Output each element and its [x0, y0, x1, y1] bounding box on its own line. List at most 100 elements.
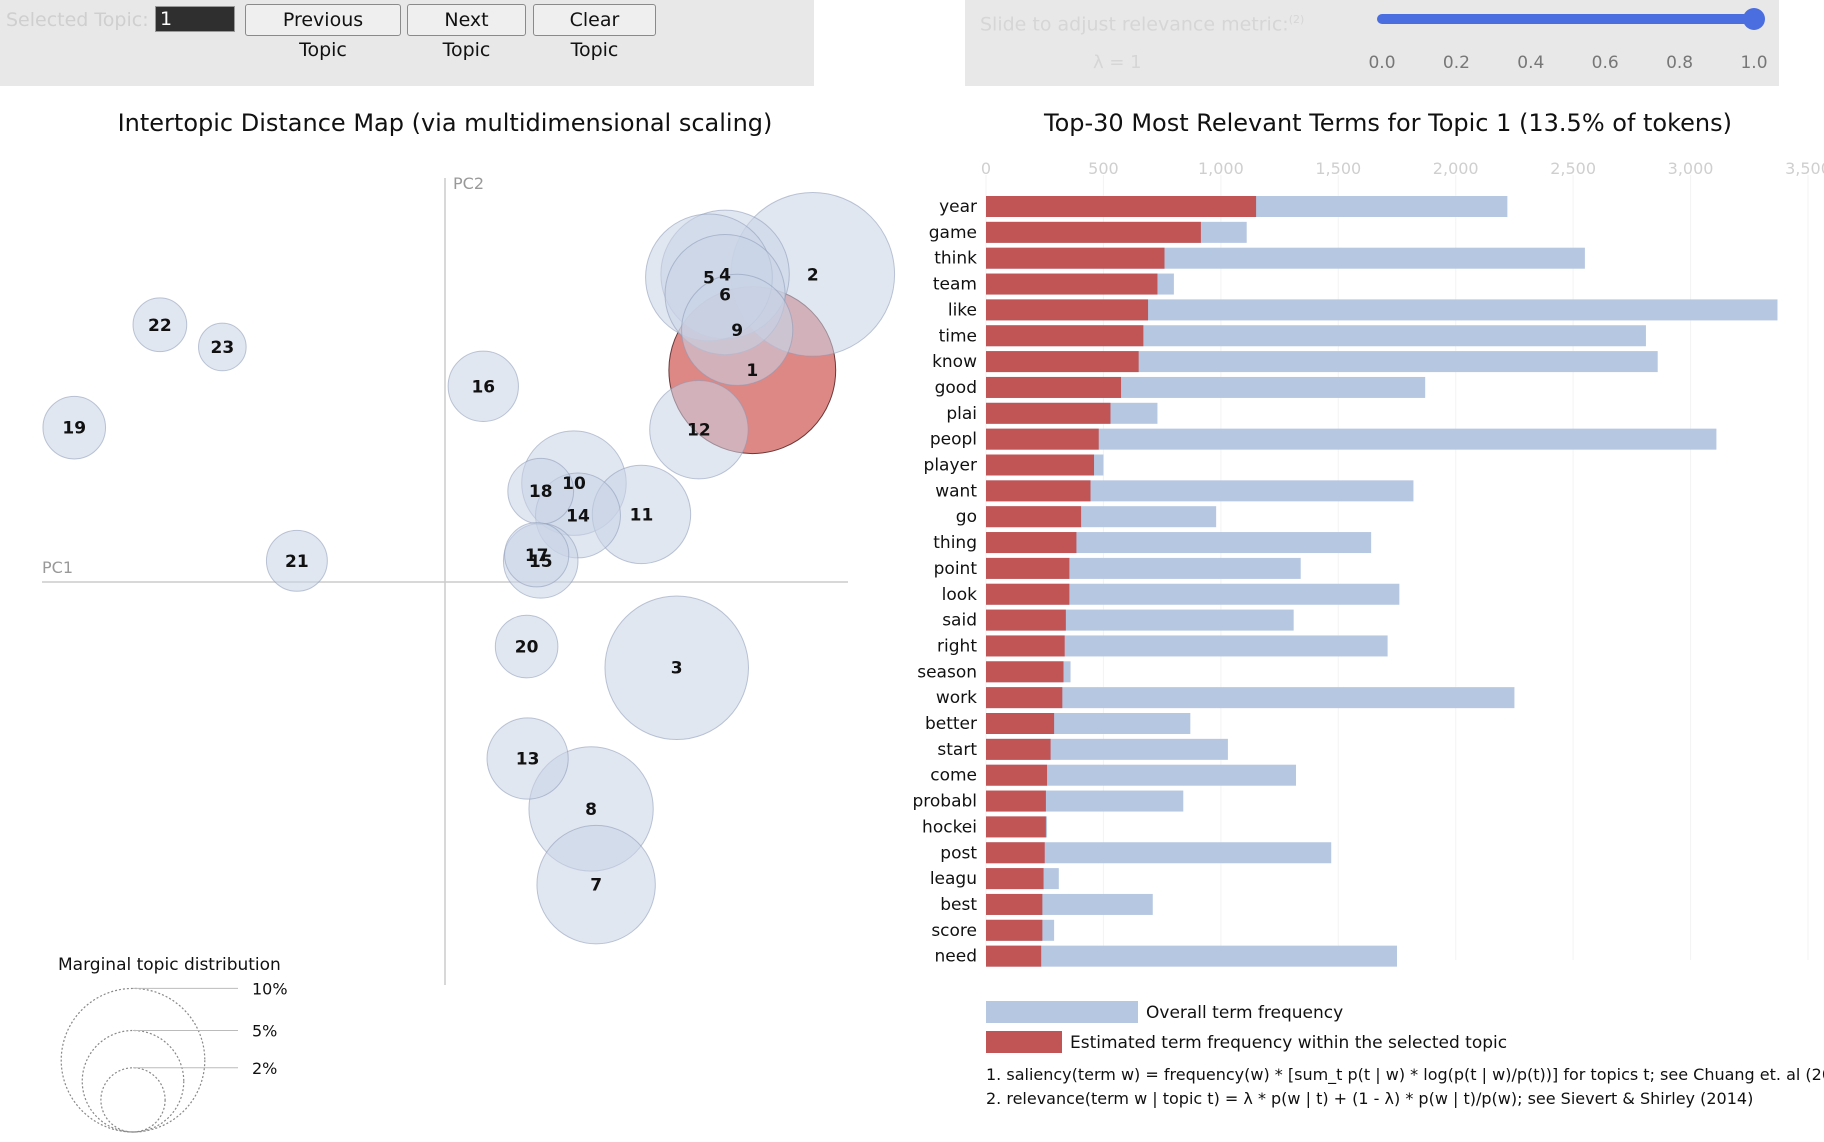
topic-frequency-bar[interactable]: [986, 273, 1158, 295]
overall-frequency-bar[interactable]: [986, 532, 1372, 554]
overall-frequency-bar[interactable]: [986, 351, 1658, 373]
topic-frequency-bar[interactable]: [986, 609, 1066, 631]
term-label[interactable]: time: [939, 326, 977, 346]
term-label[interactable]: post: [940, 843, 977, 863]
term-label[interactable]: leagu: [930, 869, 977, 889]
term-label[interactable]: season: [917, 662, 977, 682]
topic-bubble[interactable]: [486, 717, 569, 800]
term-label[interactable]: player: [924, 456, 977, 476]
overall-frequency-bar[interactable]: [986, 325, 1646, 347]
topic-bubble[interactable]: [536, 824, 656, 945]
term-label[interactable]: point: [934, 559, 978, 579]
topic-frequency-bar[interactable]: [986, 351, 1139, 373]
topic-frequency-bar[interactable]: [986, 842, 1045, 864]
topic-frequency-bar[interactable]: [986, 376, 1122, 398]
term-labels[interactable]: year game think team like time know good plai peo…: [912, 197, 977, 967]
topic-frequency-bar[interactable]: [986, 893, 1043, 915]
topic-frequency-bar[interactable]: [986, 713, 1055, 734]
topic-frequency-bar[interactable]: [986, 402, 1111, 424]
topic-frequency-bar[interactable]: [986, 945, 1042, 967]
topic-control-panel: Selected Topic: Previous Topic Next Topi…: [0, 0, 814, 86]
overall-frequency-bar[interactable]: [986, 635, 1388, 657]
topic-frequency-bar[interactable]: [986, 557, 1070, 579]
topic-bubble[interactable]: [604, 595, 750, 741]
term-label[interactable]: better: [925, 714, 977, 734]
topic-frequency-bar[interactable]: [986, 532, 1077, 554]
overall-frequency-bar[interactable]: [986, 583, 1400, 605]
slider-label-text: Slide to adjust relevance metric:: [980, 13, 1289, 36]
marginal-size-legend: 2% 5% 10%: [60, 979, 288, 1133]
topic-frequency-bar[interactable]: [986, 738, 1051, 760]
bar-x-tick-label: 1,500: [1315, 159, 1361, 178]
overall-frequency-bar[interactable]: [986, 945, 1397, 967]
term-label[interactable]: game: [929, 223, 977, 243]
overall-frequency-bar[interactable]: [986, 428, 1717, 450]
term-label[interactable]: plai: [946, 404, 977, 424]
topic-frequency-bar[interactable]: [986, 583, 1070, 605]
topic-bubble[interactable]: [198, 322, 247, 372]
topic-bubble[interactable]: [681, 273, 794, 386]
term-label[interactable]: go: [956, 507, 977, 527]
term-label[interactable]: hockei: [922, 817, 977, 837]
topic-frequency-bar[interactable]: [986, 221, 1201, 243]
previous-topic-button[interactable]: Previous Topic: [245, 4, 401, 61]
topic-frequency-bar[interactable]: [986, 325, 1144, 347]
topic-bubble[interactable]: [494, 614, 559, 679]
next-topic-button[interactable]: Next Topic: [407, 4, 526, 61]
term-label[interactable]: right: [937, 636, 977, 656]
term-label[interactable]: know: [932, 352, 977, 372]
topic-frequency-bar[interactable]: [986, 635, 1065, 657]
overall-frequency-bar[interactable]: [986, 842, 1332, 864]
bar-x-tick-label: 2,500: [1550, 159, 1596, 178]
term-label[interactable]: score: [931, 921, 977, 941]
topic-bubbles[interactable]: [42, 191, 896, 945]
topic-frequency-bar[interactable]: [986, 816, 1046, 838]
topic-frequency-bar[interactable]: [986, 247, 1165, 269]
term-label[interactable]: probabl: [912, 792, 977, 812]
overall-frequency-bar[interactable]: [986, 299, 1778, 321]
term-bars[interactable]: [986, 196, 1778, 967]
overall-frequency-bar[interactable]: [986, 687, 1515, 709]
topic-frequency-bar[interactable]: [986, 480, 1091, 502]
term-label[interactable]: start: [937, 740, 977, 760]
term-label[interactable]: year: [939, 197, 977, 217]
term-label[interactable]: look: [942, 585, 978, 605]
topic-frequency-bar[interactable]: [986, 790, 1046, 812]
topic-bubble[interactable]: [265, 529, 328, 592]
topic-frequency-bar[interactable]: [986, 661, 1064, 683]
term-label[interactable]: need: [935, 947, 977, 967]
topic-frequency-bar[interactable]: [986, 428, 1099, 450]
topic-frequency-bar[interactable]: [986, 454, 1095, 476]
topic-bubble[interactable]: [132, 297, 188, 353]
term-label[interactable]: team: [933, 275, 977, 295]
topic-frequency-bar[interactable]: [986, 764, 1048, 786]
term-label[interactable]: like: [948, 300, 977, 320]
topic-frequency-bar[interactable]: [986, 687, 1063, 709]
topic-bubble[interactable]: [42, 395, 107, 460]
term-label[interactable]: come: [930, 766, 977, 786]
topic-frequency-bar[interactable]: [986, 299, 1149, 321]
term-label[interactable]: think: [934, 249, 977, 269]
term-label[interactable]: thing: [933, 533, 977, 553]
term-label[interactable]: want: [935, 481, 977, 501]
topic-frequency-bar[interactable]: [986, 196, 1257, 217]
slider-thumb[interactable]: [1743, 8, 1765, 30]
clear-topic-button[interactable]: Clear Topic: [533, 4, 656, 61]
term-label[interactable]: best: [940, 895, 977, 915]
selected-topic-input[interactable]: [155, 6, 235, 32]
topic-bubble[interactable]: [507, 457, 575, 525]
term-label[interactable]: peopl: [930, 430, 977, 450]
topic-frequency-bar[interactable]: [986, 919, 1043, 941]
overall-frequency-bar[interactable]: [986, 480, 1414, 502]
topic-bubble[interactable]: [649, 379, 749, 480]
overall-frequency-bar[interactable]: [986, 764, 1297, 786]
term-label[interactable]: good: [935, 378, 977, 398]
relevance-slider[interactable]: 0.0 0.2 0.4 0.6 0.8 1.0: [1368, 8, 1768, 73]
topic-bubble[interactable]: [504, 522, 570, 588]
topic-frequency-bar[interactable]: [986, 506, 1082, 528]
term-label[interactable]: said: [942, 611, 977, 631]
topic-frequency-bar[interactable]: [986, 868, 1044, 890]
topic-bubble[interactable]: [447, 350, 519, 422]
term-label[interactable]: work: [936, 688, 977, 708]
